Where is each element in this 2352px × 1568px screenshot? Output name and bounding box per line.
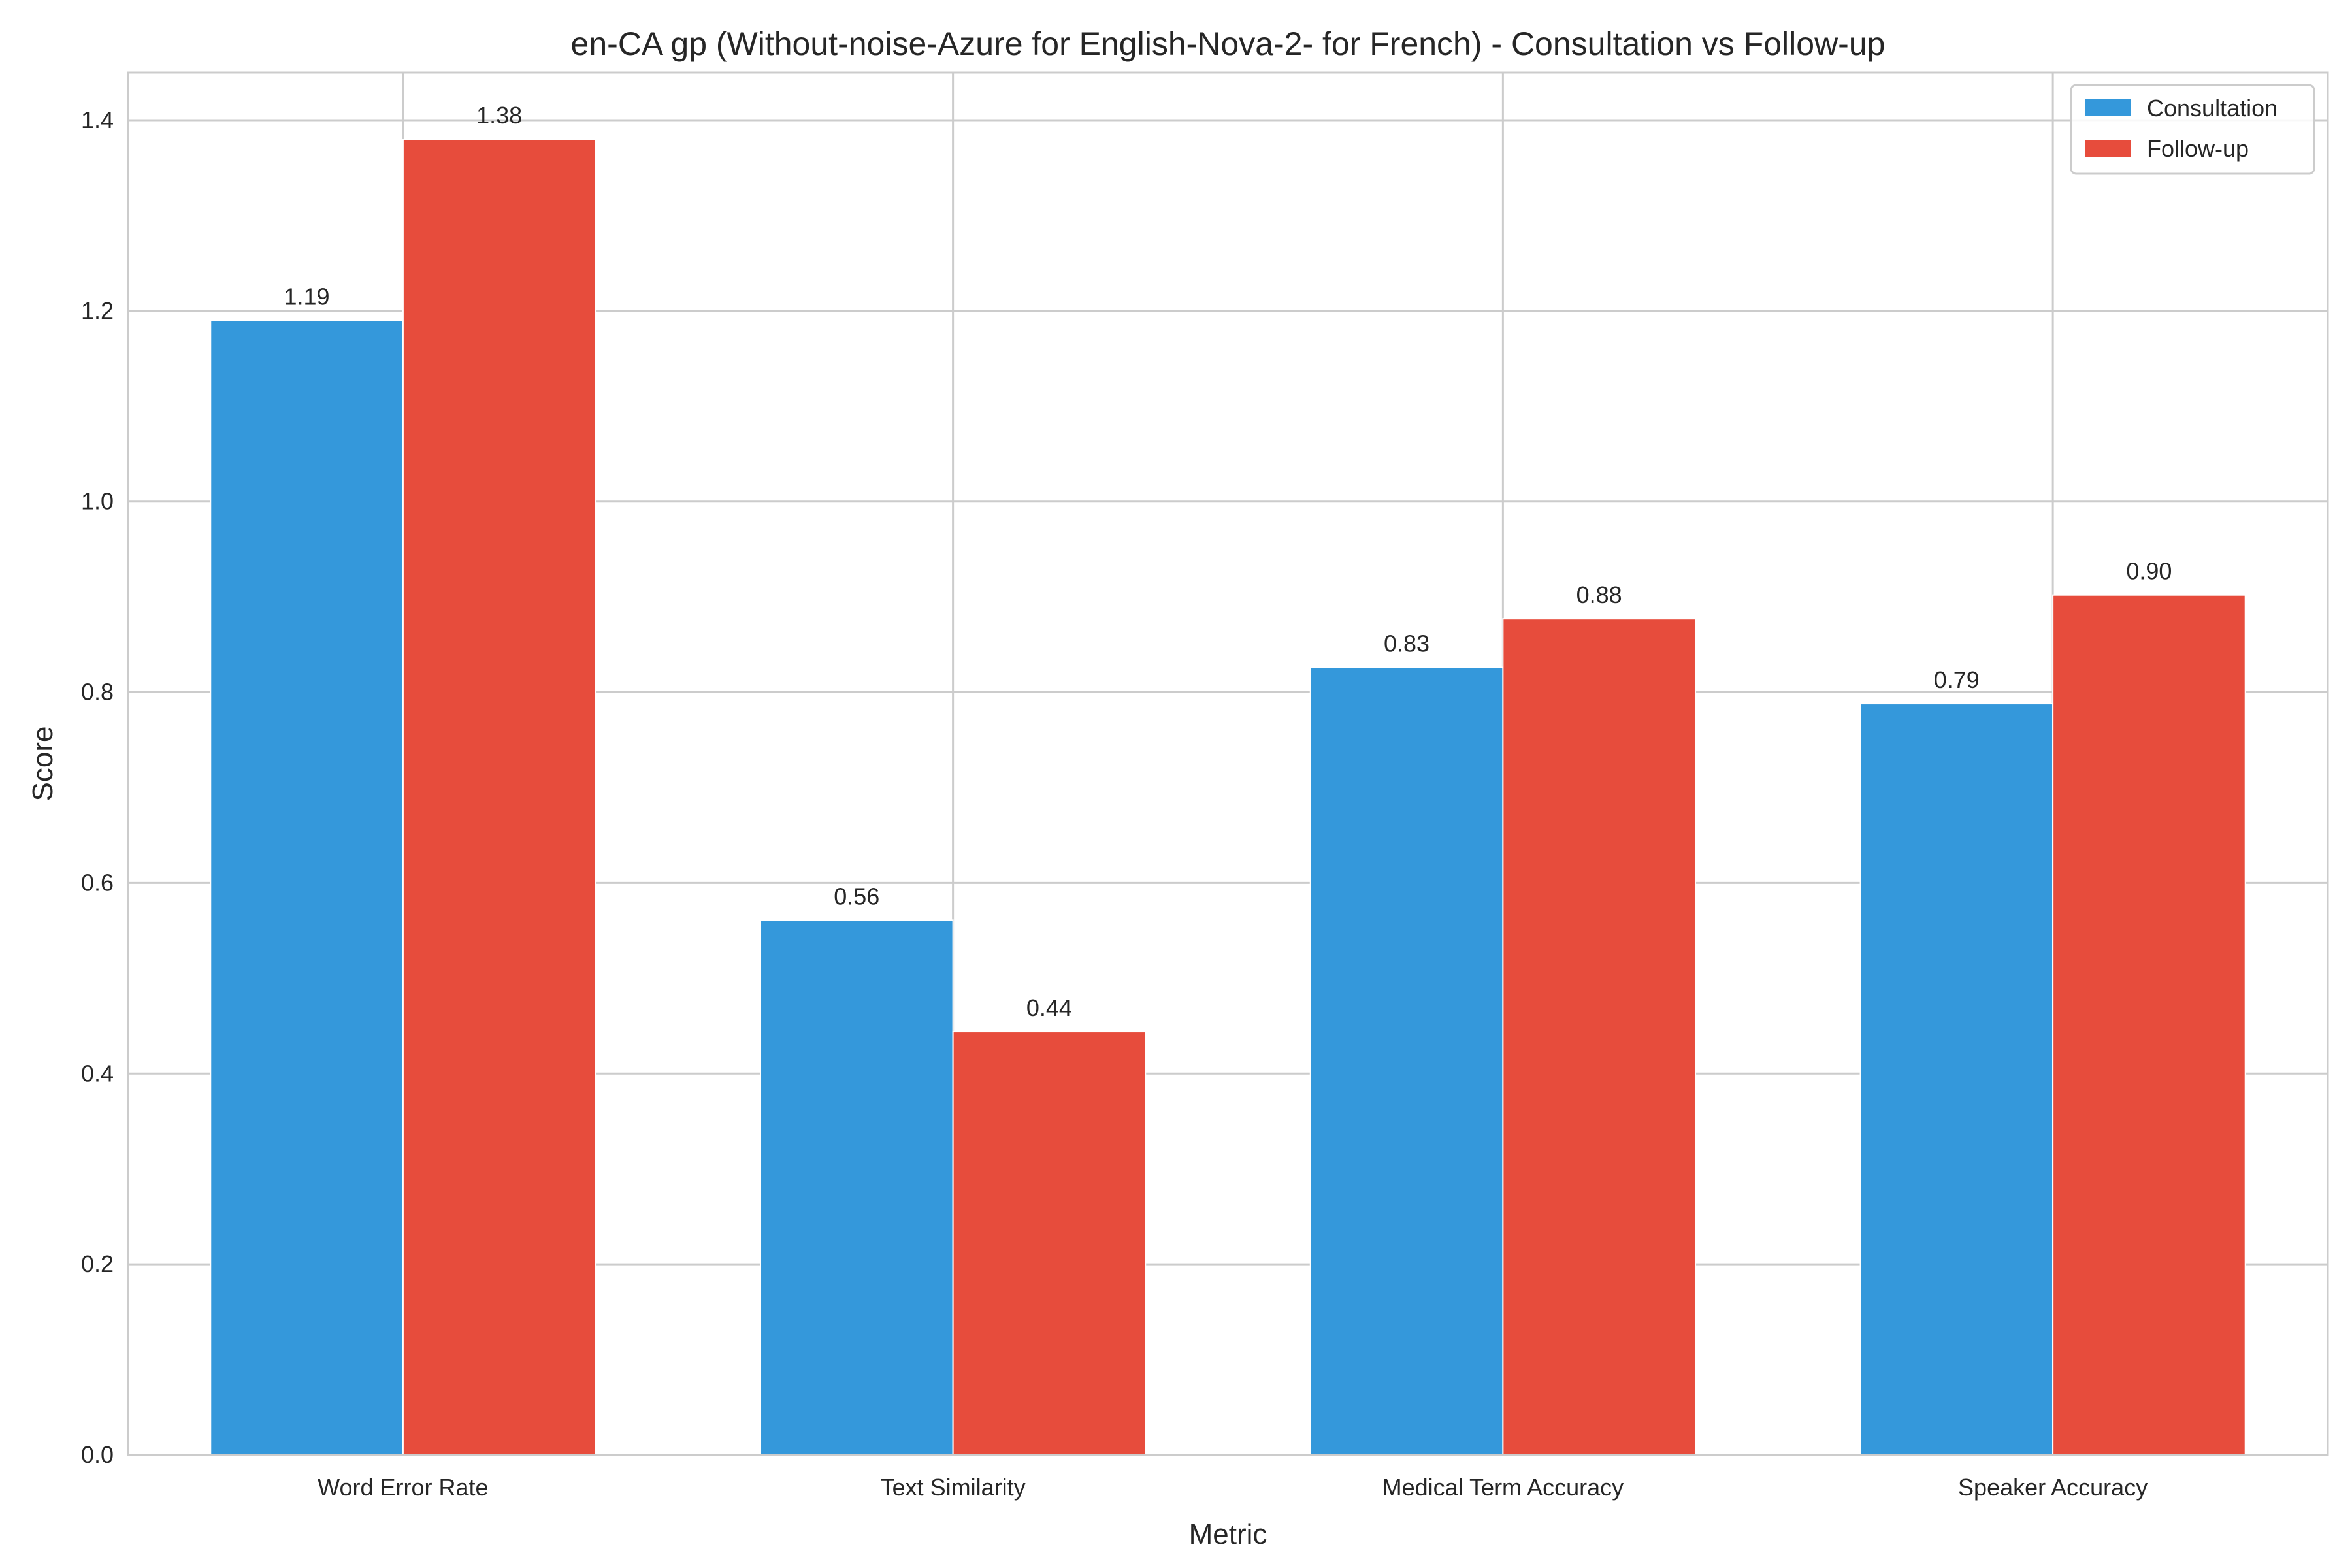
data-label-consultation-speaker-accuracy: 0.79	[1934, 666, 1980, 693]
legend-label-follow-up: Follow-up	[2147, 135, 2249, 162]
x-tick-label-text-similarity: Text Similarity	[881, 1474, 1026, 1501]
data-label-consultation-medical-term-accuracy: 0.83	[1384, 630, 1429, 657]
y-tick-label: 0.2	[81, 1250, 114, 1277]
legend-box	[2070, 84, 2315, 175]
y-tick-label: 0.4	[81, 1060, 114, 1086]
x-axis-label: Metric	[1189, 1518, 1267, 1550]
data-label-follow-up-text-similarity: 0.44	[1026, 994, 1072, 1021]
data-label-follow-up-word-error-rate: 1.38	[476, 102, 522, 129]
legend-swatch-consultation	[2085, 99, 2131, 116]
legend: Consultation Follow-up	[2070, 84, 2315, 175]
y-tick-label: 1.2	[81, 297, 114, 324]
tick-layer: 0.0 0.2 0.4 0.6 0.8 1.0 1.2 1.4 Word Error Rate T…	[81, 106, 2148, 1501]
x-tick-label-medical-term-accuracy: Medical Term Accuracy	[1382, 1474, 1624, 1501]
plot-frame	[127, 71, 2329, 1456]
x-tick-label-word-error-rate: Word Error Rate	[318, 1474, 488, 1501]
bar-consultation-speaker-accuracy	[1859, 703, 2054, 1456]
y-tick-label: 0.8	[81, 679, 114, 706]
y-tick-label: 0.6	[81, 869, 114, 896]
label-layer: 1.19 0.56 0.83 0.79 1.38 0.44 0.88 0.90	[284, 102, 2172, 1021]
bar-follow-up-text-similarity	[952, 1031, 1147, 1456]
data-label-consultation-text-similarity: 0.56	[834, 883, 879, 909]
y-tick-label: 1.0	[81, 488, 114, 515]
bar-follow-up-speaker-accuracy	[2052, 594, 2246, 1456]
y-axis-label: Score	[27, 727, 59, 802]
x-tick-label-speaker-accuracy: Speaker Accuracy	[1958, 1474, 2148, 1501]
bar-consultation-text-similarity	[760, 919, 954, 1456]
y-tick-label: 0.0	[81, 1441, 114, 1468]
data-label-follow-up-medical-term-accuracy: 0.88	[1576, 581, 1622, 608]
data-label-follow-up-speaker-accuracy: 0.90	[2126, 558, 2172, 585]
bar-follow-up-medical-term-accuracy	[1502, 618, 1696, 1456]
chart-title: en-CA gp (Without-noise-Azure for Englis…	[571, 25, 1886, 62]
bar-follow-up-word-error-rate	[402, 139, 596, 1456]
data-label-consultation-word-error-rate: 1.19	[284, 283, 330, 310]
legend-swatch-follow-up	[2085, 140, 2131, 157]
bar-consultation-medical-term-accuracy	[1309, 666, 1504, 1456]
y-tick-label: 1.4	[81, 106, 114, 133]
legend-label-consultation: Consultation	[2147, 95, 2278, 122]
bar-layer	[210, 139, 2246, 1456]
bar-consultation-word-error-rate	[210, 319, 404, 1456]
